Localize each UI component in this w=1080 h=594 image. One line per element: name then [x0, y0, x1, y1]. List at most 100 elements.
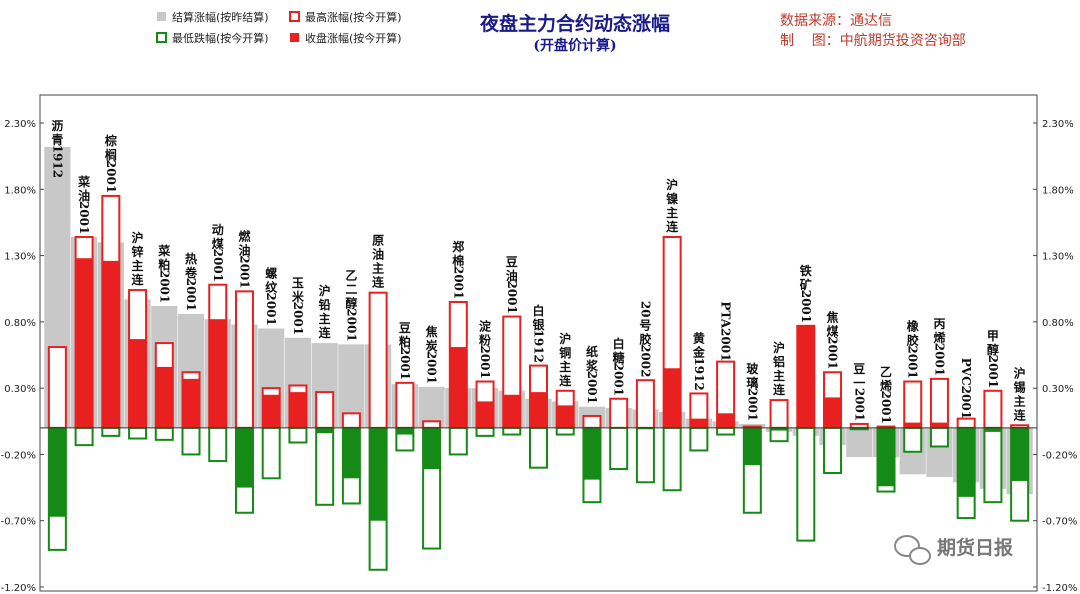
- svg-text:丙: 丙: [933, 317, 945, 331]
- svg-text:豆: 豆: [399, 321, 411, 335]
- svg-text:纸: 纸: [586, 344, 598, 359]
- svg-text:号: 号: [639, 317, 651, 332]
- low-bar: [929, 426, 949, 448]
- svg-text:焦: 焦: [425, 324, 438, 339]
- close-bar: [129, 339, 147, 428]
- svg-text:沪: 沪: [773, 340, 785, 355]
- svg-text:铜: 铜: [559, 345, 571, 360]
- high-bar: [47, 346, 67, 429]
- close-bar: [636, 427, 654, 430]
- low-bar: [555, 426, 575, 436]
- legend: 结算涨幅(按昨结算) 最高涨幅(按今开算) 最低跌幅(按今开算) 收盘涨幅(按今…: [156, 10, 402, 45]
- svg-text:沪: 沪: [319, 283, 331, 298]
- svg-text:棉: 棉: [452, 253, 464, 268]
- close-bar: [476, 401, 494, 428]
- svg-text:烯: 烯: [933, 330, 945, 345]
- chart-title: 夜盘主力合约动态涨幅: [479, 12, 670, 35]
- y-tick-label: -0.20%: [1, 450, 36, 461]
- y-tick-label-right: 2.30%: [1042, 119, 1074, 130]
- low-bar: [154, 426, 174, 441]
- high-bar: [582, 414, 602, 429]
- low-bar: [181, 426, 201, 456]
- svg-text:主: 主: [132, 258, 144, 273]
- legend-close-label: 收盘涨幅(按今开算): [305, 31, 402, 45]
- legend-settle-swatch: [157, 12, 166, 21]
- close-bar: [690, 418, 708, 428]
- close-bar: [877, 427, 895, 487]
- svg-text:2001: 2001: [157, 270, 171, 303]
- legend-high-swatch: [289, 11, 300, 22]
- y-tick-label: 2.30%: [4, 119, 36, 130]
- svg-text:胶: 胶: [907, 333, 919, 348]
- high-bar: [609, 397, 629, 429]
- low-bar: [529, 426, 548, 469]
- svg-text:2001: 2001: [799, 290, 813, 323]
- low-bar: [716, 426, 736, 436]
- low-bar: [261, 426, 281, 480]
- svg-text:粉: 粉: [479, 333, 491, 348]
- plot-frame: [39, 94, 1038, 592]
- svg-text:卷: 卷: [184, 265, 198, 280]
- wechat-icon: [894, 535, 931, 565]
- svg-text:2001: 2001: [344, 308, 358, 341]
- low-bar: [208, 426, 228, 463]
- chart-subtitle: (开盘价计算): [533, 37, 616, 54]
- svg-text:银: 银: [532, 317, 545, 332]
- svg-text:白: 白: [532, 303, 544, 318]
- low-bar: [315, 426, 335, 506]
- y-tick-label-right: 0.30%: [1042, 384, 1074, 395]
- svg-text:连: 连: [1014, 407, 1027, 422]
- close-series: [48, 258, 1029, 521]
- close-bar: [957, 427, 975, 497]
- close-bar: [235, 427, 253, 488]
- category-labels: 沥青1912菜油2001棕榈2001沪锌主连菜粕2001热卷2001动煤2001…: [50, 119, 1026, 424]
- svg-text:玻: 玻: [746, 361, 759, 376]
- svg-text:镍: 镍: [666, 191, 678, 206]
- high-bar: [315, 391, 335, 429]
- svg-text:油: 油: [78, 188, 90, 203]
- low-bar: [74, 426, 94, 447]
- svg-text:豆: 豆: [853, 362, 865, 376]
- y-tick-label-right: -0.20%: [1042, 450, 1077, 461]
- svg-text:油: 油: [506, 268, 518, 283]
- close-bar: [770, 427, 788, 431]
- low-bar: [448, 426, 468, 456]
- svg-text:沪: 沪: [559, 331, 571, 346]
- svg-text:沪: 沪: [1014, 365, 1026, 380]
- svg-text:螺: 螺: [265, 266, 277, 281]
- svg-text:二: 二: [345, 283, 357, 297]
- y-tick-label-right: 1.30%: [1042, 252, 1074, 263]
- y-tick-label-right: 0.80%: [1042, 318, 1074, 329]
- y-tick-label-right: -0.70%: [1042, 517, 1077, 528]
- svg-text:沪: 沪: [132, 230, 144, 245]
- svg-text:烯: 烯: [880, 378, 892, 393]
- svg-text:主: 主: [559, 359, 571, 374]
- svg-text:榈: 榈: [105, 147, 117, 162]
- svg-text:锌: 锌: [132, 244, 144, 259]
- svg-text:2001: 2001: [932, 343, 946, 376]
- svg-text:PVC2001: PVC2001: [959, 358, 973, 419]
- svg-text:2001: 2001: [986, 355, 1000, 388]
- svg-text:2001: 2001: [745, 388, 759, 421]
- svg-text:粕: 粕: [158, 257, 170, 272]
- high-bar: [234, 290, 254, 429]
- svg-text:连: 连: [773, 382, 786, 397]
- low-bar: [983, 426, 1003, 504]
- svg-text:2001: 2001: [906, 345, 920, 378]
